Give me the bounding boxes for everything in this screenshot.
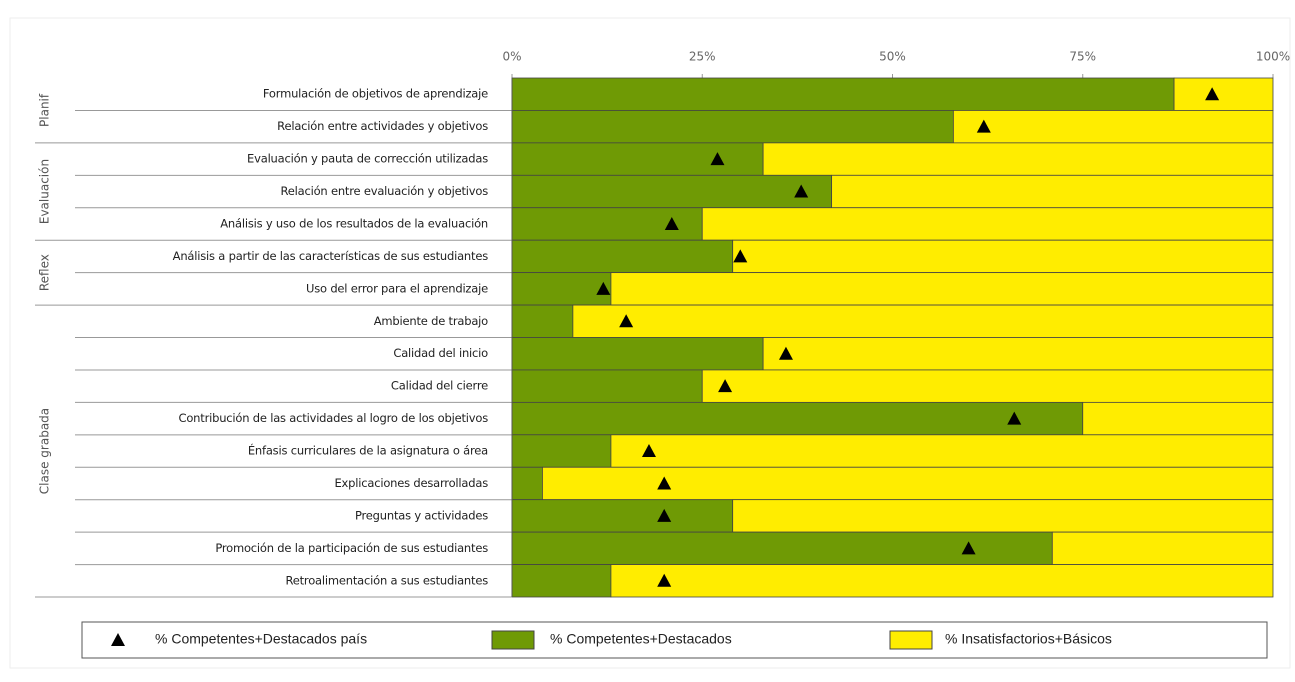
x-tick-label: 100% (1256, 50, 1290, 64)
country-marker (1007, 411, 1022, 425)
country-marker (778, 346, 793, 360)
bar-segment (511, 369, 703, 403)
bar-segment (762, 337, 1274, 371)
bar-segment (511, 564, 612, 598)
bar-segment (511, 272, 612, 306)
country-marker (976, 119, 991, 133)
category-label: Relación entre actividades y objetivos (277, 119, 488, 133)
category-label: Ambiente de trabajo (374, 314, 488, 328)
bar-segment (511, 304, 574, 338)
country-marker (1205, 87, 1220, 101)
bar-segment (511, 401, 1084, 436)
bar-segment (511, 531, 1053, 565)
bar-segment (610, 434, 1274, 468)
x-tick-label: 50% (879, 50, 906, 64)
group-label: Evaluación (38, 159, 52, 224)
country-marker (718, 379, 733, 393)
country-marker (619, 314, 634, 328)
category-label: Explicaciones desarrolladas (334, 476, 488, 490)
country-marker (657, 573, 672, 587)
country-marker (664, 216, 679, 230)
bar-segment (511, 434, 612, 468)
category-label: Énfasis curriculares de la asignatura o … (248, 443, 488, 458)
category-label: Evaluación y pauta de corrección utiliza… (247, 152, 488, 166)
country-marker (710, 152, 725, 166)
bar-segment (511, 174, 833, 209)
bar-segment (732, 499, 1274, 533)
bar-segment (831, 174, 1274, 209)
bar-segment (1082, 401, 1274, 436)
category-label: Preguntas y actividades (355, 508, 488, 522)
category-label: Retroalimentación a sus estudiantes (285, 573, 488, 587)
bar-segment (511, 142, 764, 176)
bar-segment (952, 110, 1274, 144)
group-label: Planif (38, 93, 52, 127)
legend-swatch (889, 630, 933, 650)
bar-segment (701, 207, 1274, 241)
bar-segment (762, 142, 1274, 176)
bar-segment (511, 337, 764, 371)
bar-segment (511, 77, 1175, 111)
bar-segment (572, 304, 1274, 338)
legend-swatch (491, 630, 535, 650)
country-marker (641, 444, 656, 458)
bar-segment (1173, 77, 1274, 111)
legend-label: % Competentes+Destacados (550, 631, 732, 647)
bar-segment (511, 110, 954, 144)
bar-segment (511, 499, 734, 533)
bar-segment (701, 369, 1274, 403)
bar-segment (511, 466, 543, 501)
category-label: Análisis y uso de los resultados de la e… (220, 216, 488, 230)
legend-label: % Insatisfactorios+Básicos (945, 631, 1112, 647)
country-marker (733, 249, 748, 263)
group-label: Clase grabada (38, 408, 52, 494)
bar-segment (610, 564, 1274, 598)
group-label: Reflex (38, 254, 52, 291)
bar-segment (610, 272, 1274, 306)
x-tick-label: 25% (689, 50, 716, 64)
country-marker (596, 281, 611, 295)
category-label: Formulación de objetivos de aprendizaje (263, 87, 488, 101)
bar-segment (542, 466, 1274, 501)
category-label: Uso del error para el aprendizaje (306, 281, 488, 295)
country-marker (961, 541, 976, 555)
bar-segment (732, 239, 1274, 274)
bar-segment (511, 239, 734, 274)
category-label: Análisis a partir de las características… (173, 249, 489, 263)
legend-label: % Competentes+Destacados país (155, 631, 367, 647)
legend-box (81, 621, 1268, 659)
country-marker (657, 508, 672, 522)
legend-marker (111, 633, 125, 646)
country-marker (794, 184, 809, 198)
category-label: Contribución de las actividades al logro… (179, 411, 489, 425)
category-label: Calidad del cierre (391, 379, 488, 393)
x-tick-label: 75% (1069, 50, 1096, 64)
x-tick-label: 0% (502, 50, 521, 64)
country-marker (657, 476, 672, 490)
category-label: Promoción de la participación de sus est… (215, 541, 488, 555)
category-label: Calidad del inicio (393, 346, 488, 360)
bar-segment (1051, 531, 1274, 565)
category-label: Relación entre evaluación y objetivos (280, 184, 488, 198)
